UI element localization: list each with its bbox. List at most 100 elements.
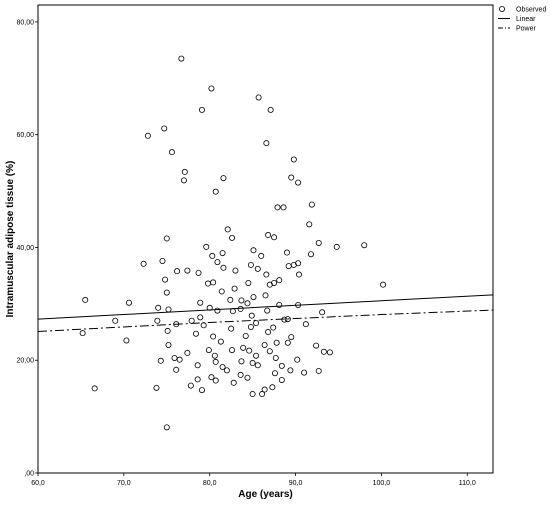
observed-point	[238, 297, 245, 304]
observed-point	[295, 301, 302, 308]
observed-point	[203, 243, 210, 250]
observed-point	[174, 268, 181, 275]
observed-point	[248, 312, 255, 319]
observed-point	[212, 358, 219, 365]
observed-point	[258, 252, 265, 259]
observed-point	[249, 360, 256, 367]
observed-point	[313, 342, 320, 349]
observed-point	[259, 391, 266, 398]
observed-point	[249, 391, 256, 398]
observed-point	[237, 371, 244, 378]
observed-point	[184, 349, 191, 356]
observed-point	[246, 347, 253, 354]
observed-point	[208, 374, 215, 381]
observed-point	[261, 386, 268, 393]
legend-label: Linear	[516, 16, 536, 23]
linear-fit-line	[37, 294, 494, 320]
observed-point	[198, 106, 205, 113]
observed-point	[253, 320, 260, 327]
observed-point	[361, 242, 368, 249]
observed-point	[227, 296, 234, 303]
observed-point	[194, 376, 201, 383]
observed-point	[126, 299, 133, 306]
observed-point	[290, 261, 297, 268]
observed-point	[224, 226, 231, 233]
observed-point	[276, 277, 283, 284]
observed-point	[165, 341, 172, 348]
observed-point	[281, 316, 288, 323]
observed-point	[210, 333, 217, 340]
observed-point	[247, 323, 254, 330]
y-axis-title: Intramuscular adipose tissue (%)	[5, 161, 16, 318]
observed-point	[250, 294, 257, 301]
observed-point	[247, 261, 254, 268]
observed-point	[187, 382, 194, 389]
observed-point	[255, 94, 262, 101]
observed-point	[231, 285, 238, 292]
x-tick-label: 90,0	[289, 480, 303, 487]
observed-point	[91, 385, 98, 392]
observed-point	[326, 349, 333, 356]
observed-point	[261, 341, 268, 348]
observed-point	[290, 156, 297, 163]
power-fit-line	[37, 309, 494, 332]
observed-point	[194, 362, 201, 369]
observed-point	[276, 301, 283, 308]
observed-point	[380, 281, 387, 288]
observed-point	[265, 329, 272, 336]
observed-point	[212, 377, 219, 384]
observed-point	[211, 352, 218, 359]
observed-point	[294, 356, 301, 363]
observed-point	[192, 330, 199, 337]
observed-point	[283, 249, 290, 256]
observed-point	[229, 308, 236, 315]
observed-point	[112, 317, 119, 324]
observed-point	[280, 204, 287, 211]
observed-point	[219, 363, 226, 370]
observed-point	[230, 379, 237, 386]
observed-point	[161, 125, 168, 132]
observed-point	[237, 305, 244, 312]
observed-point	[262, 292, 269, 299]
observed-point	[195, 269, 202, 276]
observed-point	[265, 232, 272, 239]
observed-point	[301, 369, 308, 376]
observed-point	[284, 339, 291, 346]
observed-point	[285, 263, 292, 270]
observed-point	[240, 344, 247, 351]
observed-point	[266, 348, 273, 355]
observed-point	[308, 201, 315, 208]
observed-point	[288, 174, 295, 181]
observed-point	[198, 387, 205, 394]
observed-point	[214, 259, 221, 266]
observed-point	[306, 221, 313, 228]
observed-point	[180, 177, 187, 184]
y-tick-label: 60,00	[16, 132, 34, 139]
observed-point	[253, 352, 260, 359]
observed-points	[79, 55, 387, 431]
observed-point	[274, 204, 281, 211]
observed-point	[278, 376, 285, 383]
observed-point	[319, 309, 326, 316]
observed-point	[263, 271, 270, 278]
observed-point	[288, 334, 295, 341]
observed-point	[245, 279, 252, 286]
observed-point	[220, 264, 227, 271]
legend-label: Power	[516, 26, 537, 33]
observed-point	[270, 324, 277, 331]
x-tick-label: 100,0	[373, 480, 391, 487]
observed-point	[315, 239, 322, 246]
observed-point	[204, 280, 211, 287]
observed-point	[123, 337, 130, 344]
observed-point	[79, 330, 86, 337]
observed-point	[209, 252, 216, 259]
y-tick-label: 20,00	[16, 358, 34, 365]
observed-point	[171, 354, 178, 361]
observed-point	[269, 384, 276, 391]
observed-point	[267, 106, 274, 113]
observed-point	[212, 188, 219, 195]
legend-label: Observed	[516, 7, 546, 14]
observed-point	[163, 424, 170, 431]
